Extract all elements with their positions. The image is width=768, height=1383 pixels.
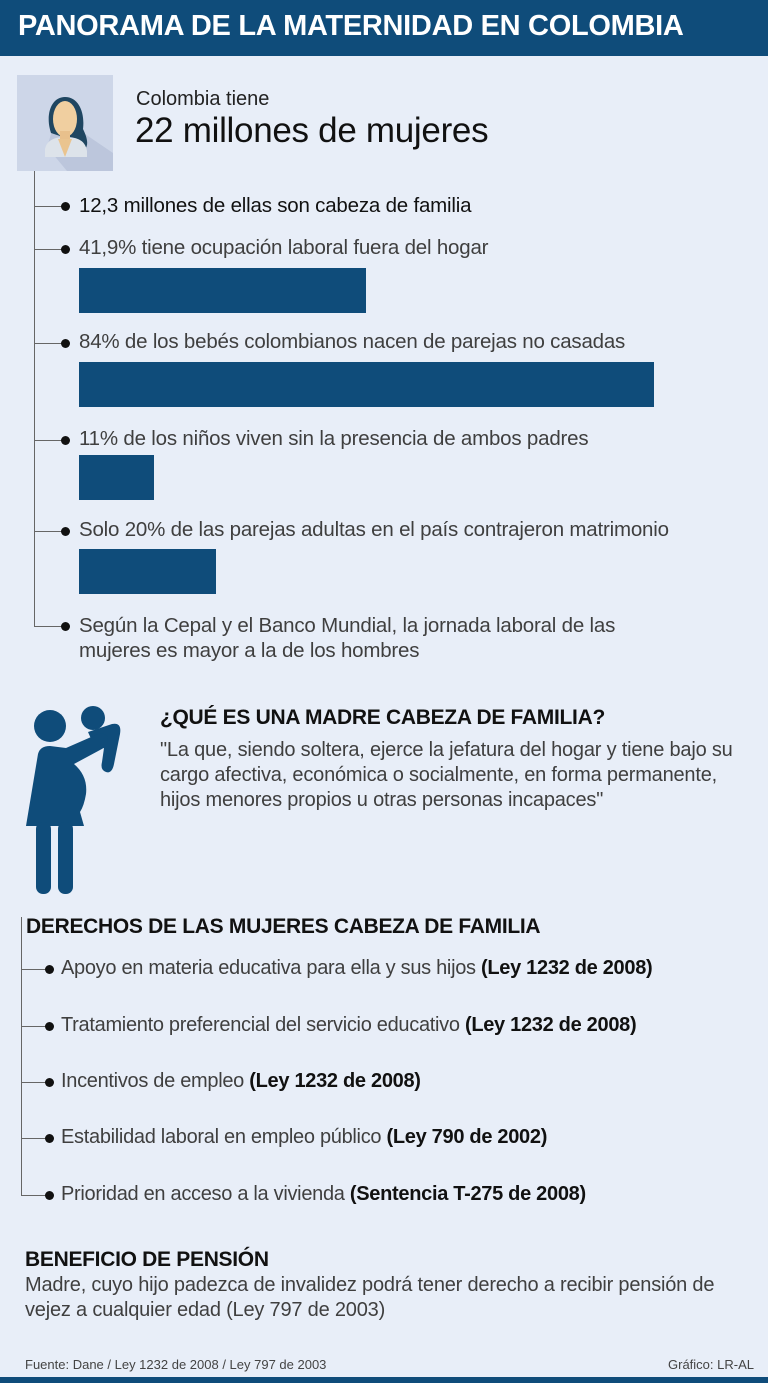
stats-timeline-line bbox=[34, 171, 35, 627]
right-law: (Ley 1232 de 2008) bbox=[481, 957, 653, 979]
connector bbox=[34, 626, 64, 627]
pension-body: Madre, cuyo hijo padezca de invalidez po… bbox=[25, 1274, 715, 1321]
connector bbox=[21, 969, 49, 970]
stat-marriage: Solo 20% de las parejas adultas en el pa… bbox=[79, 518, 669, 541]
right-item: Apoyo en materia educativa para ella y s… bbox=[61, 957, 653, 980]
rights-title: DERECHOS DE LAS MUJERES CABEZA DE FAMILI… bbox=[26, 915, 541, 938]
graphic-credit: Gráfico: LR-AL bbox=[668, 1357, 754, 1372]
connector bbox=[34, 343, 64, 344]
right-law: (Sentencia T-275 de 2008) bbox=[349, 1183, 586, 1205]
bullet-dot bbox=[45, 1078, 54, 1087]
intro-lead: Colombia tiene bbox=[136, 88, 270, 110]
madre-definition-title: ¿QUÉ ES UNA MADRE CABEZA DE FAMILIA? bbox=[160, 706, 605, 729]
bar-employment bbox=[79, 268, 366, 313]
bullet-dot bbox=[45, 1191, 54, 1200]
right-item: Tratamiento preferencial del servicio ed… bbox=[61, 1014, 637, 1037]
bullet-dot bbox=[61, 202, 70, 211]
bar-babies-unmarried bbox=[79, 362, 654, 407]
connector bbox=[21, 1195, 49, 1196]
right-law: (Ley 790 de 2002) bbox=[386, 1126, 548, 1148]
page-title: PANORAMA DE LA MATERNIDAD EN COLOMBIA bbox=[18, 10, 684, 42]
rights-timeline-line bbox=[21, 917, 22, 1195]
connector bbox=[34, 206, 64, 207]
right-text: Apoyo en materia educativa para ella y s… bbox=[61, 957, 481, 979]
right-text: Tratamiento preferencial del servicio ed… bbox=[61, 1014, 465, 1036]
right-item: Prioridad en acceso a la vivienda (Sente… bbox=[61, 1183, 586, 1206]
stat-children-without-parents: 11% de los niños viven sin la presencia … bbox=[79, 427, 589, 450]
right-text: Prioridad en acceso a la vivienda bbox=[61, 1183, 350, 1205]
connector bbox=[34, 531, 64, 532]
right-text: Estabilidad laboral en empleo público bbox=[61, 1126, 387, 1148]
stat-babies-unmarried: 84% de los bebés colombianos nacen de pa… bbox=[79, 330, 626, 353]
bullet-dot bbox=[45, 965, 54, 974]
bullet-dot bbox=[61, 436, 70, 445]
right-item: Estabilidad laboral en empleo público (L… bbox=[61, 1126, 547, 1149]
connector bbox=[21, 1082, 49, 1083]
woman-avatar-icon bbox=[17, 75, 113, 171]
stat-employment: 41,9% tiene ocupación laboral fuera del … bbox=[79, 236, 489, 259]
stat-workday-line1: Según la Cepal y el Banco Mundial, la jo… bbox=[79, 614, 616, 637]
header-banner: PANORAMA DE LA MATERNIDAD EN COLOMBIA bbox=[0, 0, 768, 56]
right-item: Incentivos de empleo (Ley 1232 de 2008) bbox=[61, 1070, 421, 1093]
connector bbox=[34, 249, 64, 250]
intro-headline: 22 millones de mujeres bbox=[135, 111, 489, 150]
connector bbox=[34, 440, 64, 441]
bullet-dot bbox=[61, 245, 70, 254]
pension-title: BENEFICIO DE PENSIÓN bbox=[25, 1248, 269, 1271]
bullet-dot bbox=[61, 527, 70, 536]
right-text: Incentivos de empleo bbox=[61, 1070, 250, 1092]
bar-children-without-parents bbox=[79, 455, 154, 500]
connector bbox=[21, 1026, 49, 1027]
right-law: (Ley 1232 de 2008) bbox=[464, 1014, 637, 1036]
bar-marriage bbox=[79, 549, 216, 594]
mother-holding-baby-icon bbox=[20, 698, 130, 903]
bullet-dot bbox=[61, 622, 70, 631]
bullet-dot bbox=[45, 1134, 54, 1143]
bullet-dot bbox=[45, 1022, 54, 1031]
stat-workday-line2: mujeres es mayor a la de los hombres bbox=[79, 639, 420, 662]
stat-heads-of-family: 12,3 millones de ellas son cabeza de fam… bbox=[79, 194, 472, 217]
footer-bar bbox=[0, 1377, 768, 1383]
source-note: Fuente: Dane / Ley 1232 de 2008 / Ley 79… bbox=[25, 1357, 327, 1372]
bullet-dot bbox=[61, 339, 70, 348]
right-law: (Ley 1232 de 2008) bbox=[249, 1070, 421, 1092]
connector bbox=[21, 1138, 49, 1139]
madre-definition-body: "La que, siendo soltera, ejerce la jefat… bbox=[160, 739, 733, 811]
